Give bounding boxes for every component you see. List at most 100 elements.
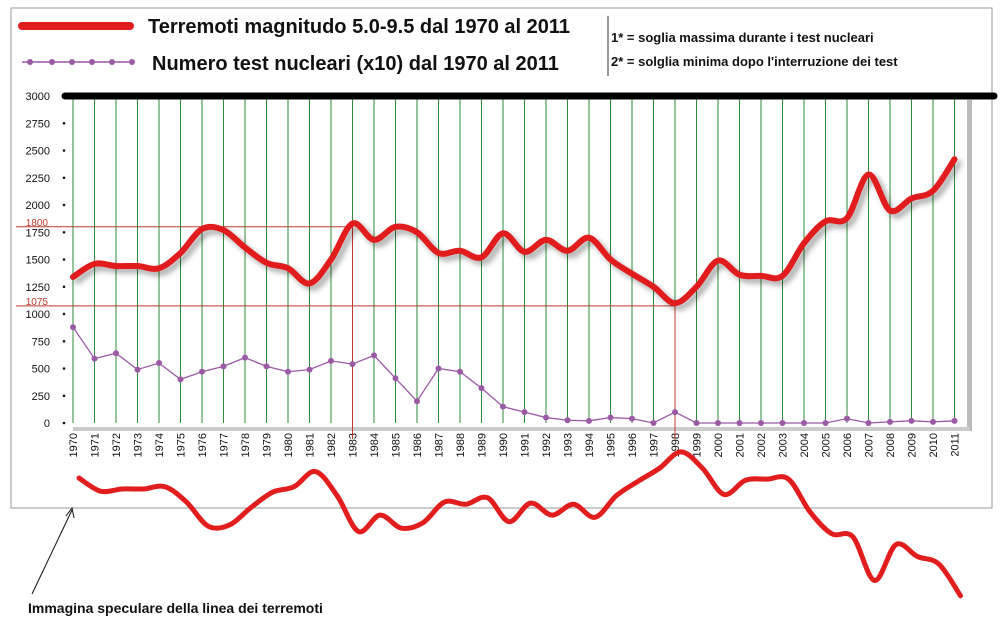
y-tick-label: 500 (32, 364, 50, 376)
tests-point (607, 414, 614, 421)
x-tick-label: 1980 (283, 433, 295, 457)
x-tick-label: 1995 (606, 433, 618, 457)
x-tick-label: 2009 (907, 433, 919, 457)
note-2: 2* = solglia minima dopo l'interruzione … (611, 54, 898, 69)
x-tick-label: 1971 (90, 433, 102, 457)
y-tick-mark (62, 121, 66, 125)
x-tick-label: 1996 (627, 433, 639, 457)
x-tick-label: 1990 (498, 433, 510, 457)
tests-point (650, 420, 657, 426)
tests-point (908, 417, 915, 424)
y-tick-mark (62, 258, 66, 261)
tests-point (435, 365, 442, 372)
tests-point (758, 420, 764, 426)
tests-point (91, 355, 98, 362)
x-tick-label: 1985 (391, 433, 403, 457)
x-tick-label: 2010 (928, 433, 940, 457)
x-tick-label: 2007 (864, 433, 876, 457)
x-tick-label: 1994 (584, 433, 596, 457)
tests-point (113, 350, 119, 357)
tests-point (844, 415, 850, 422)
x-tick-label: 2001 (735, 433, 747, 457)
x-tick-label: 1973 (133, 433, 145, 457)
x-tick-label: 1992 (541, 433, 553, 457)
plot-frame (10, 7, 993, 509)
x-tick-label: 1975 (176, 433, 188, 457)
earthquakes-line (70, 156, 958, 307)
tests-point (306, 366, 313, 373)
x-tick-label: 2006 (842, 433, 854, 457)
mirror-arrow-head (65, 506, 75, 519)
tests-point (349, 361, 356, 368)
tests-point (328, 357, 334, 364)
y-tick-mark (62, 421, 66, 425)
tests-point (263, 363, 270, 370)
tests-point (801, 420, 807, 426)
tests-point (478, 385, 485, 392)
x-tick-label: 1977 (219, 433, 231, 457)
x-tick-label: 1986 (412, 433, 424, 457)
y-tick-mark (62, 176, 66, 180)
y-tick-label: 1750 (26, 227, 50, 239)
tests-point (134, 366, 141, 373)
tests-point (392, 375, 399, 382)
x-tick-label: 1987 (434, 433, 446, 457)
x-tick-label: 1983 (348, 433, 360, 457)
x-tick-label: 1981 (305, 433, 317, 457)
tests-point (930, 418, 936, 425)
legend-earthquake-label: Terremoti magnitudo 5.0-9.5 dal 1970 al … (148, 16, 570, 38)
y-tick-label: 2250 (26, 173, 50, 185)
tests-point (779, 420, 786, 426)
y-tick-mark (62, 339, 66, 343)
tests-point (177, 376, 184, 383)
x-tick-label: 2000 (713, 433, 725, 457)
y-tick-mark (62, 203, 66, 207)
tests-point (521, 409, 528, 416)
mirror-arrow (31, 509, 73, 595)
tests-point (414, 398, 420, 405)
y-tick-label: 2750 (26, 118, 50, 130)
threshold-label: 1075 (26, 297, 49, 308)
y-tick-mark (62, 230, 66, 234)
tests-point (887, 418, 893, 425)
plot-area: 0 250 500 750 1000 1250 1500 1750 2000 2250 2500 27… (16, 91, 998, 599)
vertical-grid (72, 96, 955, 423)
x-tick-label: 1988 (455, 433, 467, 457)
mirror-caption: Immagina speculare della linea dei terre… (28, 600, 323, 616)
mirrored-earthquakes-line (76, 449, 963, 599)
threshold-label: 1800 (26, 218, 49, 229)
tests-point (371, 352, 377, 359)
y-tick-label: 1500 (26, 255, 50, 267)
y-axis: 0 250 500 750 1000 1250 1500 1750 2000 2250 2500 27… (26, 91, 66, 430)
y-tick-label: 250 (32, 391, 50, 403)
x-tick-label: 1989 (477, 433, 489, 457)
tests-point (672, 409, 678, 416)
tests-point (156, 360, 162, 367)
x-tick-label: 2005 (821, 433, 833, 457)
x-tick-label: 1972 (111, 433, 123, 457)
tests-point (951, 417, 958, 424)
y-tick-mark (62, 367, 66, 370)
note-1: 1* = soglia massima durante i test nucle… (611, 30, 874, 45)
tests-point (715, 420, 721, 426)
tests-point (586, 417, 592, 424)
x-tick-label: 1979 (262, 433, 274, 457)
tests-line (72, 326, 955, 424)
x-tick-label: 1984 (369, 433, 381, 457)
y-tick-label: 1000 (26, 309, 50, 321)
legend: Terremoti magnitudo 5.0-9.5 dal 1970 al … (18, 16, 898, 76)
x-tick-label: 1997 (649, 433, 661, 457)
x-tick-label: 2008 (885, 433, 897, 457)
tests-point (693, 420, 700, 426)
y-tick-label: 2500 (26, 146, 50, 158)
mirror-annotation: Immagina speculare della linea dei terre… (28, 506, 323, 616)
threshold-lines: 1800 1075 (16, 218, 676, 439)
y-tick-mark (62, 394, 66, 398)
x-tick-label: 1991 (520, 433, 532, 457)
tests-point (822, 420, 829, 426)
y-tick-label: 1250 (26, 282, 50, 294)
y-tick-mark (62, 312, 66, 316)
x-axis: 1970 1971 1972 1973 1974 1975 1976 1977 1978 1979… (68, 433, 962, 457)
tests-point (564, 417, 571, 424)
